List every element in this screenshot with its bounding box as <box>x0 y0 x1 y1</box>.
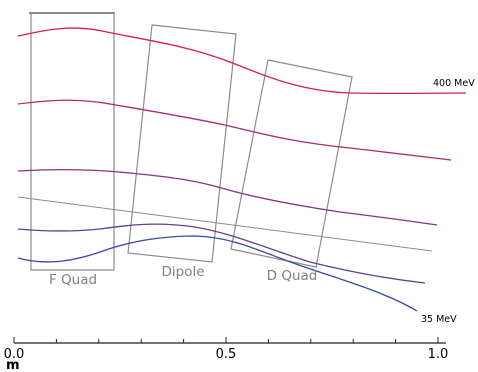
axis-tick-label: 0.5 <box>216 347 237 362</box>
reference-trajectory-line <box>17 196 433 252</box>
dipole-label: Dipole <box>161 264 204 280</box>
axis-tick-label: 1.0 <box>428 347 449 362</box>
energy-label-high: 400 MeV <box>433 78 475 89</box>
trajectory-2 <box>17 99 452 161</box>
distance-axis-unit: m <box>6 358 20 372</box>
trajectory-400-mev <box>17 27 467 95</box>
trajectory-35-mev <box>17 235 418 312</box>
f-quad-label: F Quad <box>49 272 97 288</box>
d-quad-outline <box>230 59 353 268</box>
d-quad-label: D Quad <box>267 268 318 284</box>
distance-axis-labels: 0.0 0.5 1.0 <box>4 347 449 362</box>
trajectory-3 <box>17 169 438 226</box>
trajectory-4 <box>17 223 426 284</box>
axis-tick-label: 0.0 <box>4 347 25 362</box>
dipole-outline <box>127 24 237 263</box>
f-quad-outline <box>30 12 115 271</box>
distance-axis-ticks <box>13 337 439 343</box>
energy-label-low: 35 MeV <box>421 314 457 325</box>
